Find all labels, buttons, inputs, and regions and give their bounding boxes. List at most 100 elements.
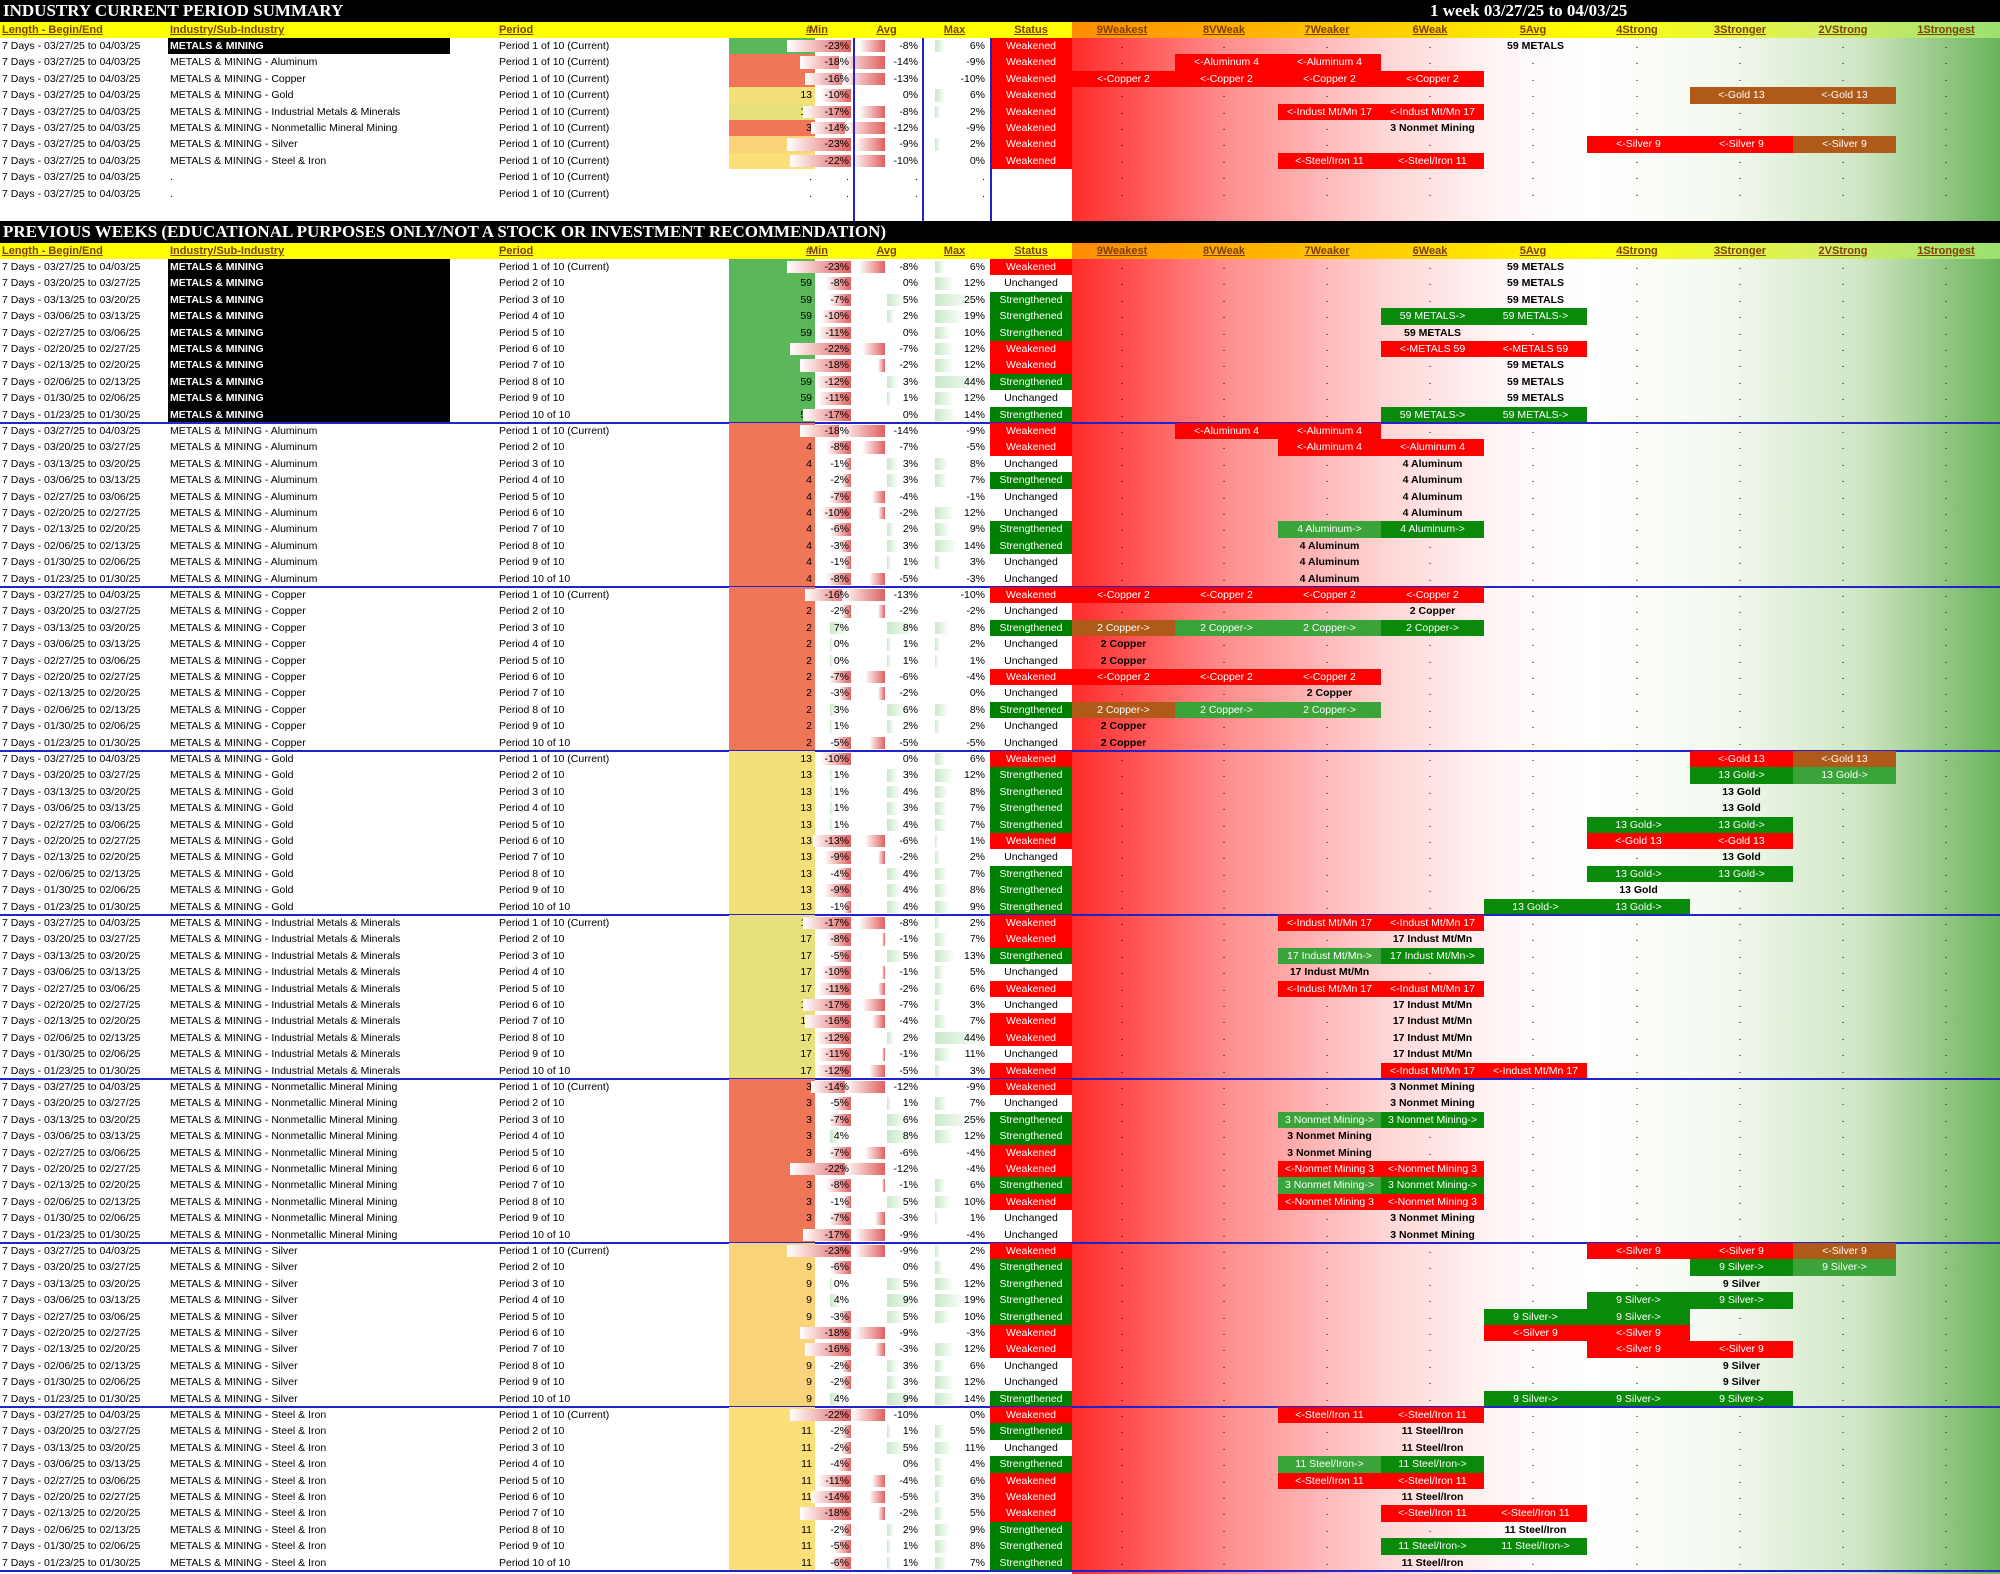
status-cell: Unchanged — [990, 964, 1072, 981]
table-row: 7 Days - 03/13/25 to 03/20/25 METALS & MI… — [0, 783, 2000, 801]
period-cell: Period 7 of 10 — [499, 1179, 565, 1192]
bucket-dot: . — [1531, 1491, 1535, 1502]
min-cell: -4% — [830, 1458, 849, 1471]
bucket-dot: . — [1738, 457, 1742, 469]
table-row: 7 Days - 03/27/25 to 04/03/25 METALS & MI… — [0, 751, 2000, 768]
bucket-dot: . — [1428, 1310, 1432, 1322]
bucket-dot: . — [1222, 171, 1226, 183]
bucket-label: <-Indust Mt/Mn 17 — [1381, 980, 1484, 997]
table-row: 7 Days - 02/06/25 to 02/13/25 METALS & MI… — [0, 1357, 2000, 1375]
bucket-dot: . — [1222, 293, 1226, 305]
header-bucket-3stronger: 3Stronger — [1714, 24, 1766, 36]
period-cell: Period 8 of 10 — [499, 1195, 565, 1208]
bucket-dot: . — [1428, 375, 1432, 387]
bucket-dot: . — [1428, 1031, 1432, 1043]
bucket-dot: . — [1325, 999, 1329, 1010]
industry-cell: METALS & MINING - Nonmetallic Mineral Mi… — [170, 1228, 398, 1241]
period-cell: Period 1 of 10 (Current) — [499, 1081, 610, 1093]
max-cell: 7% — [969, 818, 985, 831]
bucket-label: 59 METALS — [1507, 392, 1564, 405]
bucket-dot: . — [1428, 457, 1432, 469]
bucket-dot: . — [1120, 1343, 1124, 1355]
bucket-dot: . — [1635, 539, 1639, 551]
length-cell: 7 Days - 03/20/25 to 03/27/25 — [2, 441, 141, 454]
bucket-label: 13 Gold-> — [1793, 767, 1896, 784]
max-cell: 4% — [969, 1458, 985, 1471]
bucket-dot: . — [1120, 982, 1124, 994]
industry-cell: METALS & MINING - Industrial Metals & Mi… — [170, 1015, 401, 1028]
table-row: 7 Days - 03/27/25 to 04/03/25 METALS & MI… — [0, 1407, 2000, 1424]
status-cell: Strengthened — [990, 1308, 1072, 1325]
bucket-dot: . — [1841, 310, 1845, 322]
min-bar — [828, 490, 851, 503]
bucket-dot: . — [1531, 982, 1535, 994]
avg-bar — [868, 1491, 885, 1504]
bucket-label: <-Silver 9 — [1587, 1243, 1690, 1260]
max-cell: -9% — [966, 425, 985, 437]
length-cell: 7 Days - 02/13/25 to 02/20/25 — [2, 359, 141, 372]
count-cell: 59 — [729, 275, 815, 292]
industry-cell: METALS & MINING - Nonmetallic Mineral Mi… — [170, 1212, 398, 1225]
period-cell: Period 7 of 10 — [499, 687, 565, 700]
count-cell: 17 — [729, 1062, 815, 1079]
period-cell: Period 5 of 10 — [499, 818, 565, 831]
bucket-dot: . — [1738, 1523, 1742, 1535]
min-bar — [839, 539, 851, 553]
header-status: Status — [1014, 245, 1048, 257]
max-cell: 12% — [963, 1130, 985, 1143]
avg-cell: 9% — [902, 1294, 918, 1307]
max-bar — [935, 1277, 954, 1291]
period-cell: Period 3 of 10 — [499, 621, 565, 634]
length-cell: 7 Days - 02/06/25 to 02/13/25 — [2, 1523, 141, 1536]
bucket-dot: . — [1738, 900, 1742, 912]
bucket-label: <-Gold 13 — [1690, 87, 1793, 104]
bucket-label: 4 Aluminum-> — [1381, 521, 1484, 538]
table-row: 7 Days - 03/06/25 to 03/13/25 METALS & MI… — [0, 636, 2000, 653]
bucket-label: 17 Indust Mt/Mn — [1392, 1015, 1473, 1028]
max-cell: 14% — [963, 408, 985, 421]
length-cell: 7 Days - 03/27/25 to 04/03/25 — [2, 154, 141, 167]
bucket-label: 4 Aluminum — [1402, 474, 1463, 487]
bucket-dot: . — [1531, 1130, 1535, 1142]
bucket-dot: . — [1120, 1409, 1124, 1420]
status-cell: Unchanged — [990, 652, 1072, 669]
length-cell: 7 Days - 01/30/25 to 02/06/25 — [2, 1048, 141, 1061]
min-bar — [830, 802, 833, 815]
max-bar — [935, 1113, 972, 1127]
bucket-dot: . — [1944, 933, 1948, 945]
bucket-dot: . — [1635, 1130, 1639, 1142]
bucket-dot: . — [1428, 654, 1432, 666]
bucket-dot: . — [1635, 933, 1639, 945]
bucket-dot: . — [1222, 1556, 1226, 1568]
bucket-dot: . — [1428, 884, 1432, 896]
min-bar — [805, 1343, 851, 1356]
avg-cell: 1% — [902, 1556, 918, 1569]
max-bar — [935, 105, 940, 118]
bucket-dot: . — [1635, 171, 1639, 183]
period-cell: Period 8 of 10 — [499, 375, 565, 388]
max-cell: 6% — [969, 1474, 985, 1487]
bucket-dot: . — [1428, 56, 1432, 68]
table-row: 7 Days - 02/27/25 to 03/06/25 METALS & MI… — [0, 816, 2000, 833]
bucket-dot: . — [1120, 687, 1124, 699]
bucket-dot: . — [1325, 171, 1329, 183]
min-bar — [828, 1113, 851, 1127]
bucket-dot: . — [1841, 1491, 1845, 1502]
bucket-dot: . — [1120, 425, 1124, 436]
status-cell: Weakened — [990, 1325, 1072, 1342]
min-cell: 0% — [833, 654, 849, 667]
max-cell: 6% — [969, 1179, 985, 1192]
bucket-dot: . — [1120, 138, 1124, 150]
avg-cell: -13% — [893, 589, 918, 601]
bucket-dot: . — [1222, 1261, 1226, 1273]
avg-bar — [871, 490, 885, 503]
bucket-dot: . — [1222, 1310, 1226, 1322]
bucket-dot: . — [1635, 966, 1639, 978]
bucket-dot: . — [1944, 122, 1948, 133]
period-cell: Period 4 of 10 — [499, 1130, 565, 1143]
status-cell — [990, 169, 1072, 186]
bucket-dot: . — [1222, 572, 1226, 584]
period-cell: Period 10 of 10 — [499, 1228, 571, 1241]
length-cell: 7 Days - 03/27/25 to 04/03/25 — [2, 89, 141, 102]
period-cell: Period 10 of 10 — [499, 736, 571, 749]
